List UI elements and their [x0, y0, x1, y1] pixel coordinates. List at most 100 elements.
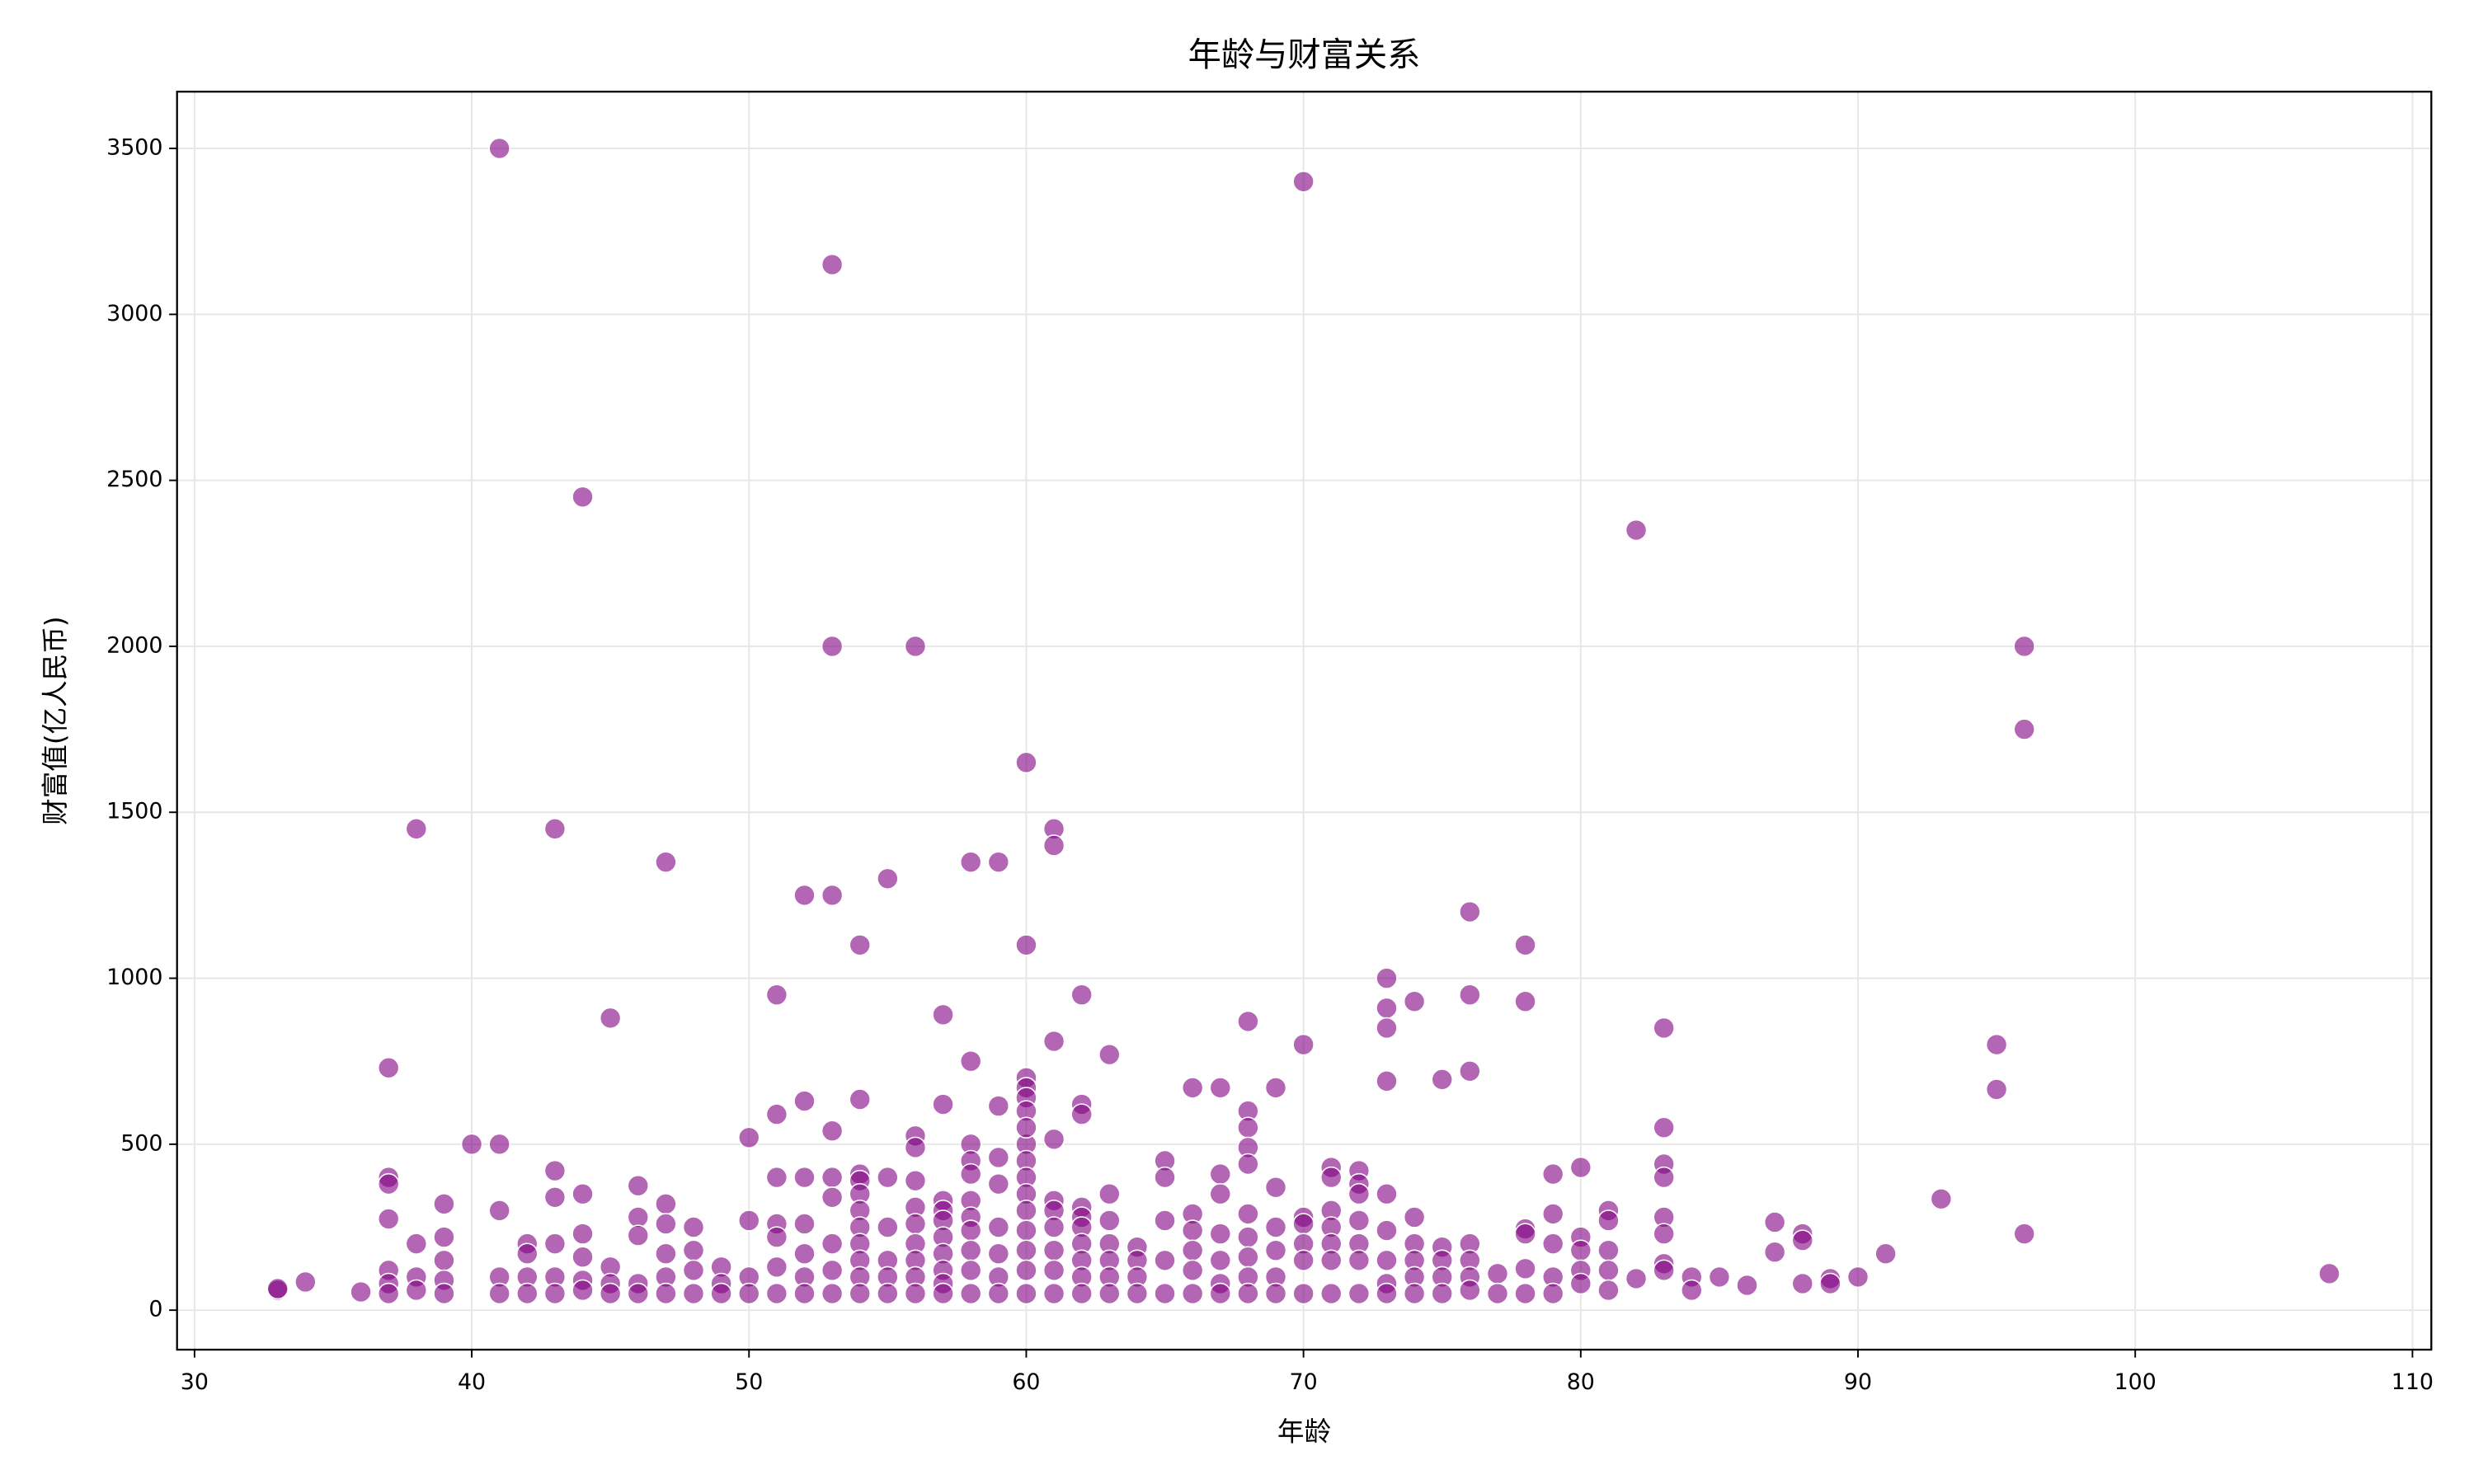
point — [1292, 1282, 1315, 1305]
point — [1514, 990, 1536, 1012]
point — [655, 1242, 677, 1265]
point — [1681, 1279, 1703, 1302]
point — [627, 1224, 650, 1247]
point — [821, 253, 844, 276]
point — [2318, 1262, 2340, 1285]
point — [849, 1282, 871, 1305]
point — [1237, 1116, 1259, 1139]
chart-title: 年龄与财富关系 — [1188, 36, 1421, 74]
point — [987, 1282, 1010, 1305]
point — [877, 867, 899, 890]
point — [765, 984, 788, 1006]
point — [765, 1256, 788, 1279]
point — [1042, 1259, 1065, 1282]
point — [1348, 1249, 1371, 1271]
point — [377, 1172, 400, 1195]
point — [1042, 834, 1065, 857]
point — [1292, 171, 1315, 193]
point — [821, 1233, 844, 1255]
point — [516, 1242, 539, 1265]
point — [1264, 1077, 1287, 1099]
point — [1209, 1223, 1231, 1245]
point — [1292, 1033, 1315, 1056]
point — [1376, 1282, 1398, 1305]
point — [1403, 1206, 1426, 1228]
point — [1264, 1216, 1287, 1238]
point — [1292, 1249, 1315, 1271]
point — [1320, 1166, 1343, 1189]
point — [1015, 1219, 1037, 1242]
point — [682, 1282, 705, 1305]
point — [793, 1090, 816, 1112]
point — [1237, 1282, 1259, 1305]
point — [1569, 1272, 1592, 1295]
point — [1514, 934, 1536, 956]
point — [1791, 1272, 1813, 1295]
point — [1653, 1223, 1675, 1245]
point — [1098, 1183, 1121, 1205]
y-tick-label: 3500 — [106, 135, 162, 161]
point — [1098, 1209, 1121, 1232]
point — [1625, 1267, 1648, 1290]
x-tick-label: 80 — [1567, 1369, 1595, 1395]
point — [1653, 1116, 1675, 1139]
point — [1348, 1183, 1371, 1205]
y-tick-label: 0 — [148, 1297, 162, 1322]
point — [1209, 1077, 1231, 1099]
point — [1209, 1162, 1231, 1186]
point — [1348, 1209, 1371, 1232]
point — [959, 1259, 982, 1282]
point — [571, 1183, 594, 1205]
point — [1015, 1200, 1037, 1222]
point — [1541, 1282, 1564, 1305]
point — [543, 1233, 567, 1255]
point — [877, 1166, 899, 1189]
point — [377, 1282, 400, 1305]
point — [738, 1209, 760, 1232]
point — [1403, 1282, 1426, 1305]
point — [821, 1282, 844, 1305]
y-tick-label: 2500 — [106, 467, 162, 492]
point — [1237, 1203, 1259, 1225]
point — [1569, 1156, 1592, 1179]
point — [405, 1279, 428, 1302]
point — [543, 818, 567, 840]
point — [1126, 1282, 1149, 1305]
point — [433, 1226, 455, 1248]
x-tick-label: 90 — [1844, 1369, 1872, 1395]
y-tick-label: 1500 — [106, 799, 162, 824]
x-axis-label: 年龄 — [1277, 1416, 1331, 1448]
point — [904, 1136, 927, 1159]
point — [1320, 1249, 1343, 1271]
point — [710, 1282, 732, 1305]
point — [1015, 751, 1037, 774]
point — [1486, 1282, 1509, 1305]
point — [405, 1233, 428, 1255]
point — [1264, 1239, 1287, 1261]
point — [543, 1282, 567, 1305]
point — [1376, 1070, 1398, 1092]
point — [1376, 1183, 1398, 1205]
point — [1348, 1282, 1371, 1305]
point — [1763, 1211, 1786, 1233]
point — [1209, 1183, 1231, 1205]
point — [1181, 1077, 1204, 1099]
point — [1237, 1246, 1259, 1268]
point — [1431, 1282, 1453, 1305]
point — [959, 1219, 982, 1242]
point — [1653, 1017, 1675, 1040]
point — [543, 1186, 567, 1209]
point — [765, 1282, 788, 1305]
point — [987, 1242, 1010, 1265]
point — [1653, 1166, 1675, 1189]
point — [959, 1239, 982, 1261]
point — [571, 486, 594, 508]
point — [1930, 1188, 1953, 1210]
point — [987, 1172, 1010, 1195]
point — [1541, 1162, 1564, 1186]
point — [1070, 1282, 1093, 1305]
point — [405, 818, 428, 840]
point — [959, 1162, 982, 1186]
point — [765, 1103, 788, 1125]
